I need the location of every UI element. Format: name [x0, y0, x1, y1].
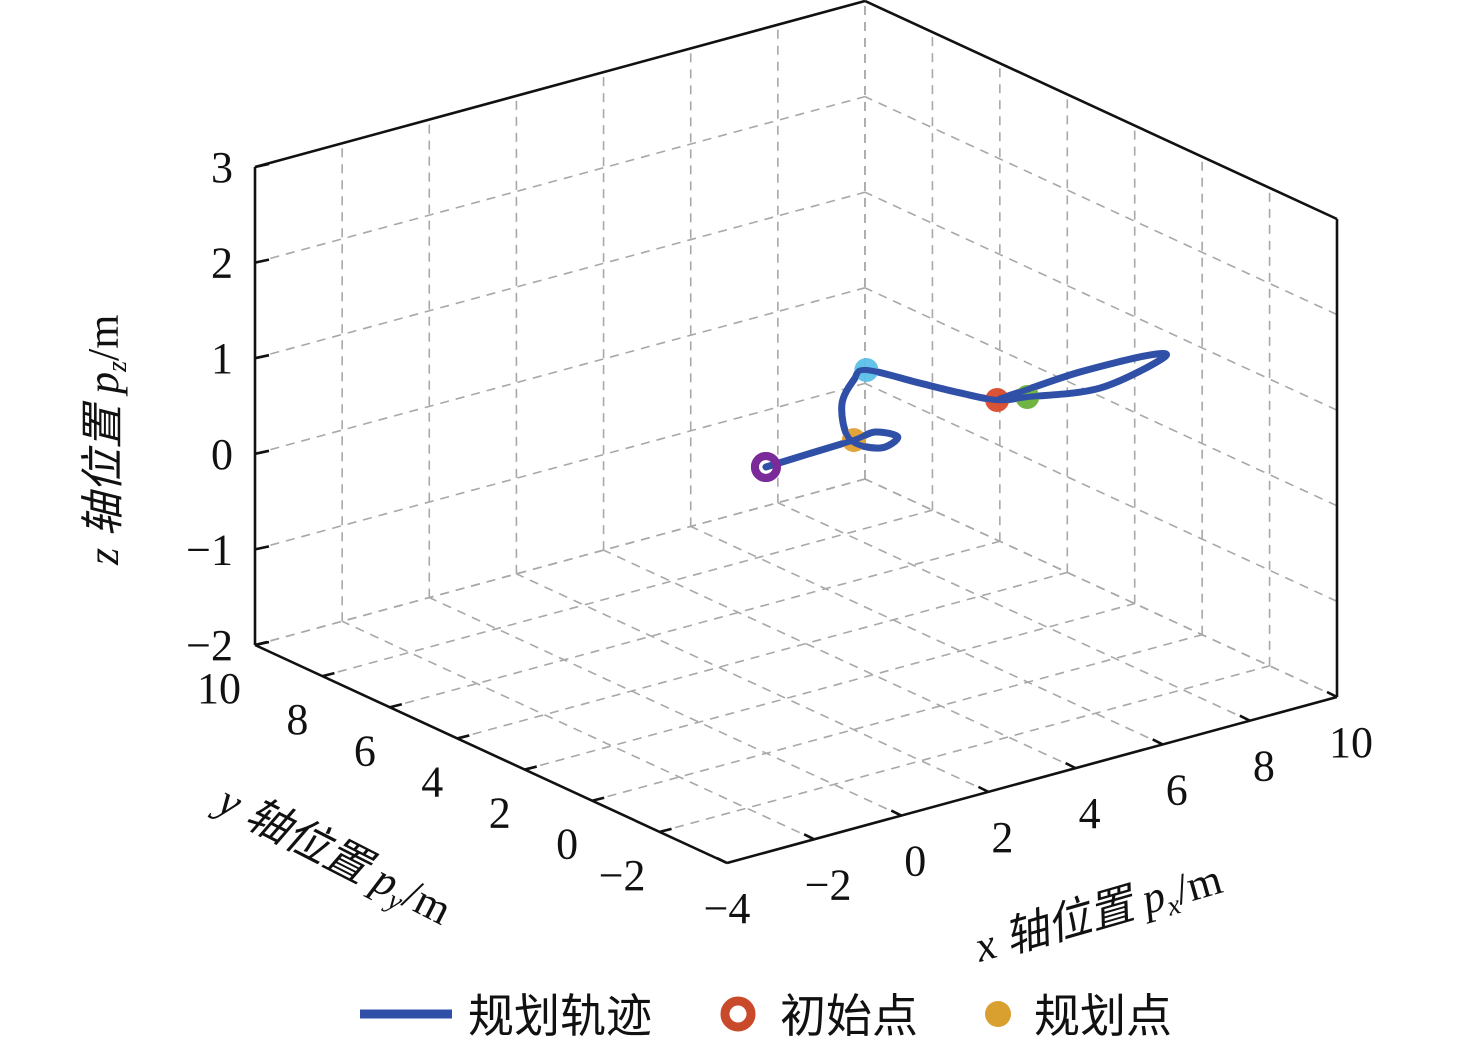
z-tick-mark [254, 353, 270, 360]
grid-line [516, 573, 989, 793]
box-edge [254, 0, 866, 169]
y-tick-label: 2 [489, 789, 511, 838]
trajectory-line-overlay [762, 350, 1170, 470]
legend-planned-point-swatch [985, 1001, 1011, 1027]
x-tick-label: −4 [704, 884, 751, 933]
y-tick-label: 8 [286, 695, 308, 744]
grid-line [254, 191, 866, 359]
x-axis-line [726, 695, 1338, 865]
box-edge [864, 0, 1338, 221]
y-tick-mark [591, 796, 605, 802]
z-tick-label: 3 [211, 143, 233, 192]
x-axis-label: x 轴位置 px/m [968, 854, 1228, 976]
x-tick-label: −2 [805, 860, 852, 909]
x-tick-label: 8 [1253, 742, 1275, 791]
x-tick-mark [977, 785, 990, 794]
x-tick-mark [890, 809, 902, 817]
y-tick-label: 10 [197, 664, 241, 713]
x-tick-mark [803, 833, 815, 841]
legend-label-initial-point: 初始点 [780, 991, 918, 1042]
x-tick-mark [1064, 761, 1077, 770]
grid-line [341, 620, 815, 841]
y-tick-mark [524, 765, 538, 771]
x-tick-mark [716, 856, 728, 865]
grid-line [254, 478, 866, 646]
y-tick-mark [659, 827, 672, 834]
grid-line [864, 287, 1338, 507]
y-tick-label: 6 [354, 726, 376, 775]
grid-line [254, 287, 866, 455]
axes-box [253, 0, 1339, 865]
x-tick-label: 0 [904, 837, 926, 886]
z-tick-mark [254, 162, 270, 169]
z-tick-mark [254, 258, 270, 264]
x-tick-mark [1239, 714, 1251, 722]
x-tick-label: 10 [1329, 718, 1373, 767]
z-tick-label: −1 [186, 525, 233, 574]
z-axis-label: z 轴位置 pz/m [79, 315, 133, 566]
legend-initial-point-swatch [720, 996, 756, 1032]
x-tick-mark [1326, 690, 1338, 699]
legend-label-trajectory: 规划轨迹 [468, 991, 652, 1042]
grid-line [322, 509, 933, 677]
grid-line [524, 602, 1135, 771]
x-tick-mark [1152, 738, 1164, 746]
grid-line [457, 571, 1068, 740]
z-tick-mark [254, 449, 270, 456]
y-tick-mark [456, 734, 470, 740]
x-tick-label: 2 [991, 813, 1013, 862]
y-tick-label: 0 [556, 820, 578, 869]
z-tick-mark [254, 545, 270, 551]
markers-layer [750, 350, 1170, 482]
grid-line [690, 525, 1164, 746]
grid-line [389, 540, 1001, 709]
grid-line [864, 478, 1338, 698]
grid-lines [254, 0, 1338, 864]
z-tick-label: 0 [211, 430, 233, 479]
grid-line [777, 501, 1251, 722]
initial-point-marker-top [750, 451, 781, 482]
z-tick-label: −2 [186, 621, 233, 670]
grid-line [864, 191, 1338, 411]
grid-line [864, 95, 1338, 316]
grid-line [428, 596, 902, 817]
grid-line [864, 382, 1338, 603]
y-tick-label: −2 [599, 851, 646, 900]
grid-line [603, 549, 1076, 769]
grid-line [591, 633, 1203, 802]
grid-line [254, 95, 866, 264]
y-tick-label: 4 [421, 757, 443, 806]
z-tick-label: 1 [211, 334, 233, 383]
legend-label-planned-point: 规划点 [1034, 991, 1172, 1042]
legend: 规划轨迹 初始点 规划点 [360, 991, 1172, 1042]
y-tick-mark [322, 671, 335, 678]
y-tick-mark [389, 703, 403, 709]
x-tick-label: 4 [1079, 789, 1101, 838]
y-axis-line [254, 643, 728, 865]
x-tick-label: 6 [1166, 765, 1188, 814]
y-tick-mark [254, 640, 268, 647]
z-tick-label: 2 [211, 239, 233, 288]
